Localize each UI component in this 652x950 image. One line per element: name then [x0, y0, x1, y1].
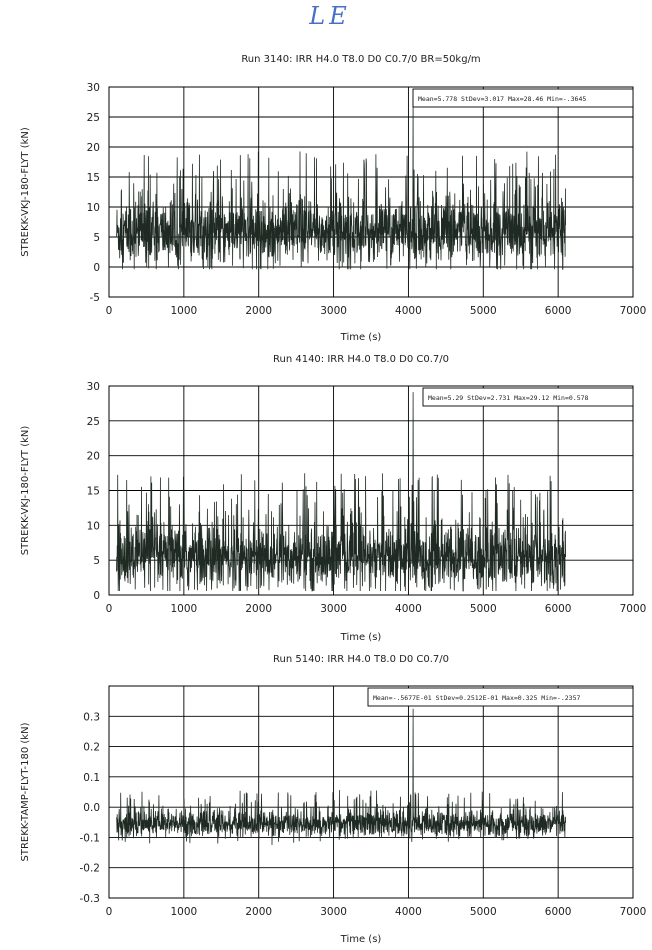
stats-text: Mean=5.29 StDev=2.731 Max=29.12 Min=0.57… [428, 394, 589, 402]
y-tick-label: 5 [93, 555, 100, 567]
x-tick-label: 3000 [320, 305, 347, 317]
stats-text: Mean=5.778 StDev=3.017 Max=28.46 Min=-.3… [418, 95, 586, 103]
series-trace [116, 96, 566, 270]
y-tick-label: 25 [87, 112, 100, 124]
y-tick-label: 0 [93, 590, 100, 602]
plot-frame [108, 86, 634, 298]
handwritten-annotation: LE [309, 2, 351, 30]
y-tick-label: -0.2 [80, 863, 101, 875]
chart-title: Run 5140: IRR H4.0 T8.0 D0 C0.7/0 [273, 654, 449, 665]
x-tick-label: 4000 [395, 603, 422, 615]
plot-frame [108, 385, 634, 596]
x-tick-label: 1000 [170, 603, 197, 615]
x-tick-label: 1000 [170, 906, 197, 918]
y-tick-label: 25 [87, 416, 100, 428]
x-tick-label: 0 [106, 305, 113, 317]
x-tick-label: 7000 [620, 906, 647, 918]
y-axis-label: STREKK-VKJ-180-FLYT (kN) [20, 127, 31, 257]
x-tick-label: 6000 [545, 906, 572, 918]
series-trace [116, 392, 566, 592]
x-tick-label: 5000 [470, 305, 497, 317]
stats-text: Mean=-.5677E-01 StDev=0.2512E-01 Max=0.3… [373, 694, 580, 702]
y-tick-label: 0.0 [83, 802, 100, 814]
plot-frame [108, 685, 634, 899]
y-tick-label: 0.2 [83, 742, 100, 754]
y-tick-label: -0.3 [80, 893, 101, 905]
chart-title: Run 3140: IRR H4.0 T8.0 D0 C0.7/0 BR=50k… [241, 54, 480, 65]
y-tick-label: -5 [90, 292, 100, 304]
x-tick-label: 4000 [395, 305, 422, 317]
x-tick-label: 5000 [470, 906, 497, 918]
y-axis-label: STREKK-TAMP-FLYT-180 (kN) [20, 722, 31, 861]
stats-box [367, 687, 634, 707]
x-tick-label: 6000 [545, 603, 572, 615]
y-tick-label: 0 [93, 262, 100, 274]
x-axis-label: Time (s) [340, 632, 382, 643]
y-tick-label: 10 [87, 202, 100, 214]
x-tick-label: 6000 [545, 305, 572, 317]
x-tick-label: 0 [106, 906, 113, 918]
y-tick-label: 20 [87, 142, 100, 154]
x-tick-label: 7000 [620, 305, 647, 317]
y-tick-label: 30 [87, 381, 100, 393]
y-tick-label: 20 [87, 451, 100, 463]
x-tick-label: 2000 [245, 603, 272, 615]
y-axis-label: STREKK-VKJ-180-FLYT (kN) [20, 426, 31, 556]
stats-box [422, 387, 634, 407]
x-tick-label: 0 [106, 603, 113, 615]
x-tick-label: 1000 [170, 305, 197, 317]
x-tick-label: 5000 [470, 603, 497, 615]
stats-box [412, 88, 634, 108]
y-tick-label: 15 [87, 172, 100, 184]
y-tick-label: -0.1 [80, 832, 101, 844]
x-tick-label: 2000 [245, 305, 272, 317]
x-axis-label: Time (s) [340, 332, 382, 343]
chart-title: Run 4140: IRR H4.0 T8.0 D0 C0.7/0 [273, 354, 449, 365]
y-tick-label: 15 [87, 486, 100, 498]
x-tick-label: 7000 [620, 603, 647, 615]
y-tick-label: 30 [87, 82, 100, 94]
x-tick-label: 3000 [320, 906, 347, 918]
y-tick-label: 10 [87, 520, 100, 532]
x-tick-label: 3000 [320, 603, 347, 615]
x-tick-label: 2000 [245, 906, 272, 918]
y-tick-label: 5 [93, 232, 100, 244]
y-tick-label: 0.3 [83, 711, 100, 723]
x-tick-label: 4000 [395, 906, 422, 918]
y-tick-label: 0.1 [83, 772, 100, 784]
x-axis-label: Time (s) [340, 934, 382, 945]
series-trace [116, 708, 566, 846]
